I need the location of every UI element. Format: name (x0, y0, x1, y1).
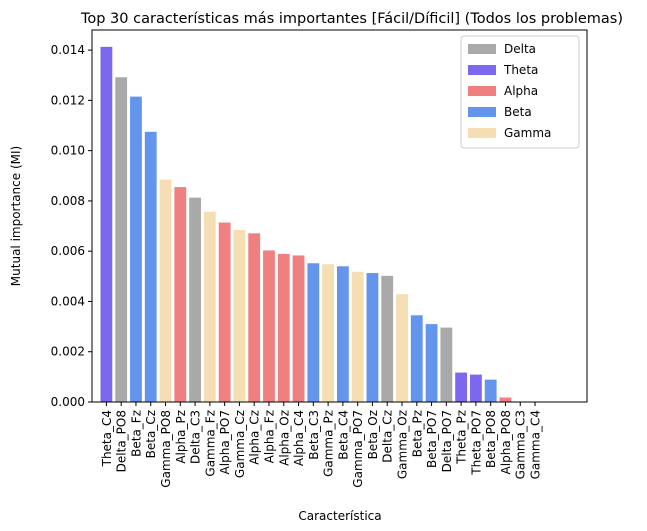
x-tick-label: Delta_C3 (189, 410, 203, 464)
x-tick-label: Delta_Cz (381, 410, 395, 463)
bar-delta-c3 (189, 197, 201, 402)
bar-gamma-pz (322, 264, 335, 402)
bar-beta-po8 (484, 379, 497, 402)
x-tick-label: Beta_C3 (307, 410, 321, 460)
x-tick-label: Beta_PO8 (484, 410, 498, 468)
bar-alpha-fz (263, 250, 275, 402)
x-tick-label: Alpha_Pz (174, 410, 188, 464)
bar-alpha-oz (277, 253, 290, 402)
x-tick-label: Beta_PO7 (425, 410, 439, 468)
bar-theta-c4 (100, 46, 113, 403)
bar-beta-c3 (307, 263, 320, 402)
y-tick-label: 0.002 (51, 345, 85, 359)
plot-frame (91, 29, 588, 403)
y-tick-label: 0.000 (51, 395, 85, 409)
y-tick-label: 0.010 (51, 144, 85, 158)
bar-gamma-oz (396, 294, 408, 402)
legend-label-alpha: Alpha (504, 84, 538, 98)
legend-label-theta: Theta (503, 63, 538, 77)
bar-alpha-cz (248, 233, 261, 402)
x-tick-label: Alpha_Oz (277, 410, 291, 466)
legend-swatch-beta (468, 107, 496, 117)
x-tick-label: Alpha_PO8 (499, 410, 513, 474)
bar-beta-cz (144, 131, 157, 403)
bar-beta-po7 (425, 324, 438, 402)
y-axis-title: Mutual importance (MI) (9, 146, 23, 286)
y-tick-label: 0.006 (51, 244, 85, 258)
y-tick-label: 0.008 (51, 194, 85, 208)
x-tick-label: Beta_C4 (336, 410, 350, 460)
x-axis-title: Característica (298, 509, 381, 523)
bar-alpha-c4 (292, 255, 305, 402)
x-tick-label: Delta_PO8 (115, 410, 129, 472)
x-tick-label: Theta_Pz (455, 410, 469, 465)
legend-label-delta: Delta (504, 42, 536, 56)
legend-frame (460, 35, 580, 149)
bar-delta-po8 (115, 77, 128, 402)
x-tick-label: Gamma_Fz (203, 410, 217, 477)
bar-beta-c4 (336, 266, 349, 402)
bar-gamma-fz (203, 211, 216, 402)
x-tick-label: Gamma_Cz (233, 410, 247, 478)
bar-gamma-po8 (159, 179, 172, 402)
legend-swatch-alpha (468, 86, 496, 96)
bar-gamma-cz (233, 229, 246, 402)
legend-swatch-delta (468, 44, 496, 54)
x-tick-label: Gamma_PO7 (351, 410, 365, 488)
bar-alpha-po7 (218, 222, 231, 402)
y-axis: 0.000 0.002 0.004 0.006 0.008 0.010 0.012 0.014 (51, 43, 92, 409)
legend-label-gamma: Gamma (504, 126, 551, 140)
bar-alpha-po8 (499, 397, 512, 402)
legend-swatch-theta (468, 65, 496, 75)
bar-gamma-po7 (351, 271, 364, 402)
bar-delta-cz (381, 275, 394, 402)
legend-swatch-gamma (468, 128, 496, 138)
x-tick-label: Gamma_C4 (529, 410, 543, 479)
x-tick-label: Beta_Fz (129, 410, 143, 457)
chart-title: Top 30 características más importantes [… (80, 11, 623, 27)
x-axis: Theta_C4 Delta_PO8 Beta_Fz Beta_Cz Gamma_PO8… (100, 402, 543, 488)
x-tick-label: Alpha_PO7 (218, 410, 232, 474)
y-tick-label: 0.012 (51, 93, 85, 107)
x-tick-label: Gamma_Oz (396, 410, 410, 479)
bar-delta-po7 (440, 327, 453, 402)
x-tick-label: Gamma_PO8 (159, 410, 173, 488)
x-tick-label: Theta_C4 (100, 410, 114, 467)
x-tick-label: Alpha_C4 (292, 410, 306, 466)
bars-group (100, 46, 527, 403)
bar-alpha-pz (174, 187, 187, 402)
bar-beta-fz (130, 96, 142, 403)
x-tick-label: Gamma_C3 (514, 410, 528, 479)
legend-label-beta: Beta (504, 105, 532, 119)
y-tick-label: 0.014 (51, 43, 85, 57)
x-tick-label: Delta_PO7 (440, 410, 454, 472)
x-tick-label: Beta_Oz (366, 410, 380, 459)
y-tick-label: 0.004 (51, 294, 85, 308)
bar-beta-oz (366, 273, 379, 402)
bar-beta-pz (410, 315, 423, 402)
bar-theta-po7 (469, 374, 482, 402)
x-tick-label: Beta_Pz (410, 410, 424, 457)
x-tick-label: Alpha_Fz (262, 410, 276, 463)
bar-theta-pz (455, 372, 468, 402)
x-tick-label: Beta_Cz (144, 410, 158, 458)
x-tick-label: Gamma_Pz (322, 410, 336, 477)
legend: Delta Theta Alpha Beta Gamma (460, 35, 580, 149)
x-tick-label: Alpha_Cz (248, 410, 262, 465)
x-tick-label: Theta_PO7 (469, 410, 483, 476)
